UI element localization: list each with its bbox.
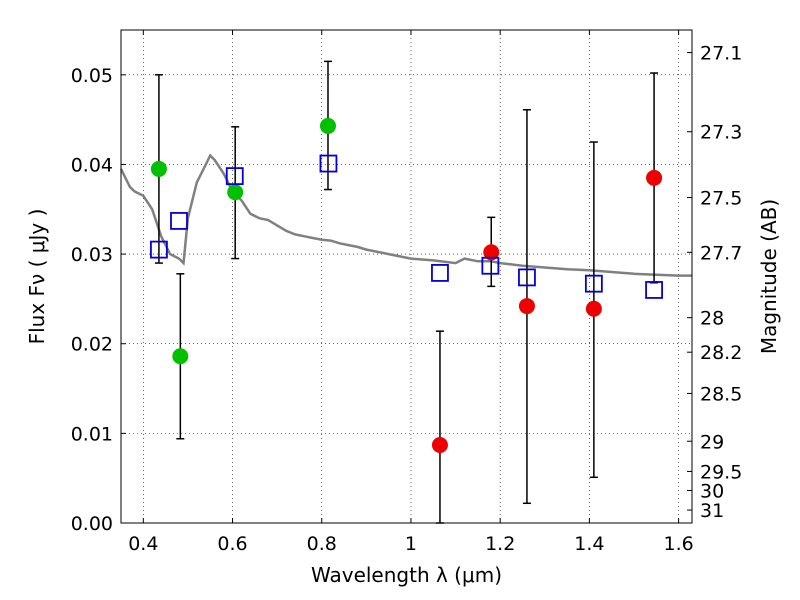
y2-tick-label: 29.5: [700, 461, 742, 483]
model-point: [518, 268, 536, 287]
x-tick-label: 0.8: [307, 533, 337, 555]
y2-axis-label: Magnitude (AB): [757, 199, 781, 354]
y-tick-label: 0.02: [71, 334, 113, 356]
data-point: [150, 160, 167, 177]
y-tick-label: 0.04: [71, 154, 113, 176]
y2-tick-label: 27.7: [700, 242, 742, 264]
marker-layer: [150, 117, 663, 454]
y-tick-label: 0.01: [71, 423, 113, 445]
ticks: 0.4 0.6 0.8 1 1.2 1.4 1.6 0.00 0.01 0.02 0.03 0.04 0…: [71, 30, 742, 555]
plot-frame: [120, 29, 693, 524]
model-point: [319, 154, 338, 173]
x-tick-label: 1.4: [574, 533, 604, 555]
x-tick-label: 0.6: [217, 533, 247, 555]
data-point: [227, 184, 244, 201]
model-point: [431, 264, 449, 282]
data-point: [483, 244, 500, 261]
model-point: [481, 256, 500, 275]
y2-tick-label: 29: [700, 431, 724, 453]
y-axis-label: Flux Fν ( μJy ): [25, 209, 49, 345]
data-point: [172, 348, 189, 365]
grid: [121, 30, 692, 524]
y2-tick-label: 27.5: [700, 188, 742, 210]
model-point: [645, 281, 663, 299]
y2-tick-label: 27.3: [700, 122, 742, 144]
model-point: [150, 240, 168, 259]
y2-tick-label: 30: [700, 480, 724, 502]
model-point: [225, 167, 244, 186]
y2-tick-label: 28: [700, 308, 724, 330]
y-tick-label: 0.03: [71, 244, 113, 266]
data-point: [585, 300, 602, 317]
model-point: [584, 274, 603, 293]
y-tick-label: 0.05: [71, 65, 113, 87]
y2-tick-label: 31: [700, 500, 724, 522]
x-tick-label: 0.4: [128, 533, 158, 555]
data-point: [646, 169, 663, 186]
x-tick-label: 1.2: [485, 533, 515, 555]
model-point: [170, 212, 188, 230]
x-axis-label: Wavelength λ (μm): [311, 563, 502, 587]
y2-tick-label: 28.2: [700, 342, 742, 364]
sed-line-layer: [119, 153, 692, 277]
error-bar-layer: [154, 60, 659, 524]
y2-tick-label: 28.5: [700, 383, 742, 405]
data-point: [518, 298, 535, 315]
sed-model-line: [119, 153, 692, 277]
x-tick-label: 1.6: [664, 533, 694, 555]
y-tick-label: 0.00: [71, 513, 113, 535]
x-tick-label: 1: [405, 533, 417, 555]
y2-tick-label: 27.1: [700, 43, 742, 65]
data-point: [431, 437, 448, 454]
data-point: [319, 117, 336, 134]
